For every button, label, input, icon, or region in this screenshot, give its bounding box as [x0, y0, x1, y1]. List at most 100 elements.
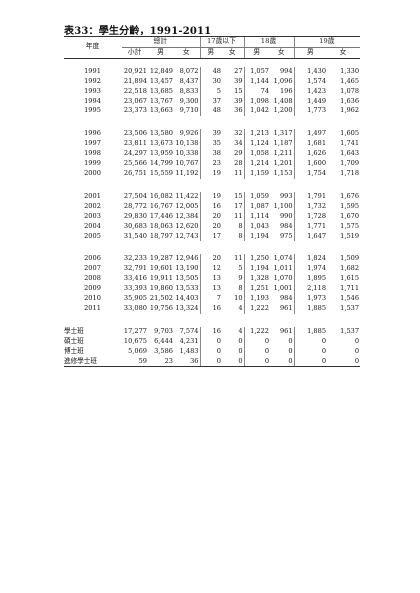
year-row: 1994 23,067 13,767 9,300 37 39 1,098 1,408 1,449…: [64, 96, 360, 107]
student-age-table: 年度 總計 17歲以下 18歲 19歲 小計 男 女 男 女 男 女 男 女 1…: [64, 36, 361, 368]
value-cell: 19: [199, 168, 222, 179]
value-cell: 1,144: [243, 76, 271, 87]
value-cell: 1,001: [273, 284, 293, 293]
value-cell: 27,504: [123, 191, 147, 200]
year-label: 1992: [84, 76, 101, 85]
year-column-header: 年度: [64, 36, 122, 59]
year-row: 2001 27,504 16,082 11,422 19 15 1,059 993 1,791 1…: [64, 191, 360, 202]
value-cell: 32,791: [123, 264, 147, 273]
value-cell: 1,222: [243, 303, 271, 314]
year-row: 2004 30,683 18,063 12,620 20 8 1,043 984 1,771 1,…: [64, 221, 360, 232]
value-cell: 8: [238, 221, 243, 230]
value-cell: 21,894: [123, 76, 147, 85]
header-sub-row: 小計 男 女 男 女 男 女 男 女: [64, 47, 361, 59]
value-cell: 23: [148, 356, 174, 368]
value-cell: 17,277: [123, 326, 147, 335]
value-cell: 1,430: [293, 66, 328, 77]
value-cell: 12,384: [175, 211, 199, 220]
value-cell: 1,222: [243, 326, 271, 337]
value-cell: 48: [199, 66, 222, 77]
value-cell: 12: [199, 264, 222, 275]
value-cell: 1,098: [243, 96, 271, 107]
table-body: 1991 20,921 12,849 8,072 48 27 1,057 994 1,430 1,…: [64, 58, 361, 368]
year-label: 2001: [84, 191, 101, 200]
value-cell: 961: [279, 303, 293, 312]
value-cell: 28: [234, 159, 243, 168]
value-cell: 5: [199, 86, 222, 97]
value-cell: 11: [234, 168, 243, 177]
value-cell: 1,676: [340, 191, 360, 200]
value-cell: 35: [199, 139, 222, 150]
value-cell: 20: [199, 254, 222, 265]
year-label: 1997: [84, 139, 101, 148]
value-cell: 18,063: [149, 221, 173, 230]
spacer-cell: [64, 116, 360, 129]
value-cell: 1,709: [340, 159, 360, 168]
year-label: 1994: [84, 96, 101, 105]
value-cell: 15,559: [149, 168, 173, 177]
value-cell: 38: [199, 149, 222, 160]
value-cell: 20: [199, 211, 222, 222]
program-label: 博士班: [64, 346, 84, 355]
value-cell: 1,096: [273, 76, 293, 85]
value-cell: 1,465: [340, 76, 360, 85]
value-cell: 1,250: [243, 254, 271, 265]
value-cell: 29: [234, 149, 243, 158]
value-cell: 15: [234, 191, 243, 200]
value-cell: 1,408: [273, 96, 293, 105]
value-cell: 1,824: [293, 254, 328, 265]
value-cell: 1,636: [340, 96, 360, 105]
value-cell: 1,043: [243, 221, 271, 232]
value-cell: 984: [279, 294, 293, 303]
program-row: 碩士班 10,675 6,444 4,231 0 0 0 0 0 0: [64, 336, 360, 347]
value-cell: 1,771: [293, 221, 328, 232]
subheader-subtotal: 小計: [122, 47, 148, 59]
value-cell: 18,797: [149, 231, 173, 240]
value-cell: 36: [234, 106, 243, 115]
value-cell: 11: [234, 211, 243, 220]
value-cell: 2,118: [293, 284, 328, 295]
subheader-male: 男: [293, 47, 328, 59]
value-cell: 0: [222, 356, 245, 368]
value-cell: 13,673: [149, 139, 173, 148]
value-cell: 31,540: [123, 231, 147, 240]
value-cell: 0: [288, 346, 293, 355]
value-cell: 22,518: [123, 86, 147, 95]
year-row: 1999 25,566 14,799 10,767 23 28 1,214 1,201 1,60…: [64, 159, 360, 169]
value-cell: 1,600: [293, 159, 328, 169]
value-cell: 13,767: [149, 96, 173, 105]
value-cell: 32,233: [123, 254, 147, 263]
value-cell: 12,946: [175, 254, 199, 263]
value-cell: 0: [354, 336, 360, 345]
spacer-cell: [64, 179, 360, 192]
program-row: 博士班 5,069 3,586 1,483 0 0 0 0 0 0: [64, 346, 360, 357]
value-cell: 1,895: [293, 274, 328, 285]
value-cell: 1,728: [293, 211, 328, 222]
value-cell: 1,201: [273, 159, 293, 168]
spacer-row: [64, 241, 360, 254]
value-cell: 11: [234, 254, 243, 263]
year-row: 2011 33,080 19,756 13,324 16 4 1,222 961 1,885 1,…: [64, 303, 360, 314]
value-cell: 74: [243, 86, 271, 97]
subheader-female: 女: [327, 47, 361, 59]
value-cell: 33,393: [123, 284, 147, 293]
value-cell: 0: [238, 346, 243, 355]
year-label: 1999: [84, 159, 101, 168]
value-cell: 1,059: [243, 191, 271, 202]
value-cell: 1,974: [293, 264, 328, 275]
value-cell: 10,767: [175, 159, 199, 168]
value-cell: 4: [238, 326, 243, 335]
value-cell: 1,100: [273, 201, 293, 210]
value-cell: 5,069: [128, 346, 147, 355]
value-cell: 1,251: [243, 284, 271, 295]
subheader-female: 女: [270, 47, 295, 59]
value-cell: 1,200: [273, 106, 293, 115]
year-row: 1995 23,373 13,663 9,710 48 36 1,042 1,200 1,773…: [64, 106, 360, 117]
year-row: 1993 22,518 13,685 8,833 5 15 74 196 1,423 1,078: [64, 86, 360, 97]
value-cell: 13,959: [149, 149, 173, 158]
value-cell: 1,057: [243, 66, 271, 77]
value-cell: 12,620: [175, 221, 199, 230]
value-cell: 1,194: [243, 231, 271, 242]
value-cell: 1,595: [340, 201, 360, 210]
